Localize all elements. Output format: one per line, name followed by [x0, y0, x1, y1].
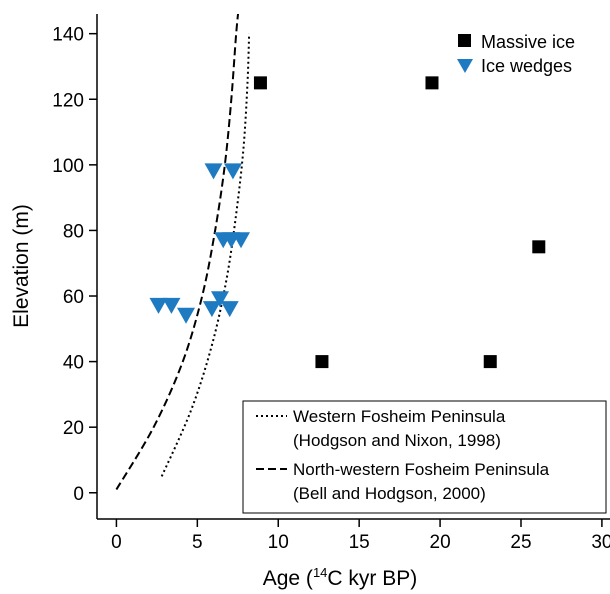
ice-wedge-point [177, 307, 196, 324]
x-tick-label: 25 [510, 532, 531, 553]
x-tick-label: 30 [591, 532, 610, 553]
y-tick-label: 20 [63, 418, 84, 439]
legend-northwestern-citation: (Bell and Hodgson, 2000) [293, 484, 486, 503]
legend-northwestern-label: North-western Fosheim Peninsula [293, 460, 550, 479]
legend-western-label: Western Fosheim Peninsula [293, 407, 506, 426]
ice-wedge-point [202, 301, 221, 318]
y-tick-label: 140 [52, 25, 84, 46]
y-tick-label: 0 [73, 484, 84, 505]
x-tick-label: 10 [268, 532, 289, 553]
ice-wedge-point [220, 301, 239, 318]
y-tick-label: 120 [52, 90, 84, 111]
curves-layer [115, 14, 251, 490]
massive-ice-point [483, 355, 497, 369]
curve-northwestern-fosheim [115, 14, 240, 490]
curve-western-fosheim [160, 33, 251, 477]
legend-bottom-frame [242, 400, 607, 514]
ice-wedge-point [204, 163, 223, 180]
y-tick-label: 80 [63, 221, 84, 242]
y-tick-label: 100 [52, 156, 84, 177]
legend-top: Massive ice Ice wedges [457, 32, 575, 76]
x-tick-label: 15 [349, 532, 370, 553]
ice-wedge-point [149, 297, 168, 314]
ice-wedge-point [232, 232, 251, 249]
x-axis-title-superscript: 14 [313, 565, 327, 580]
x-tick-label: 0 [111, 532, 122, 553]
legend-ice-wedges-swatch [457, 59, 473, 73]
x-tick-label: 20 [430, 532, 451, 553]
x-tick-label: 5 [192, 532, 203, 553]
massive-ice-point [425, 76, 439, 90]
axes-layer [96, 14, 610, 520]
legend-ice-wedges-label: Ice wedges [481, 56, 572, 76]
legend-bottom: Western Fosheim Peninsula (Hodgson and N… [242, 400, 607, 514]
ice-wedge-point [223, 163, 242, 180]
legend-massive-ice-label: Massive ice [481, 32, 575, 52]
x-axis-title: Age (14C kyr BP) [263, 565, 418, 590]
massive-ice-point [253, 76, 267, 90]
marks-layer [149, 76, 546, 369]
y-tick-label: 60 [63, 287, 84, 308]
ice-wedge-point [210, 291, 229, 308]
y-axis-title: Elevation (m) [10, 204, 33, 328]
ticks-layer: 0 5 10 15 20 25 30 0 20 40 60 80 100 120 140 [52, 25, 610, 553]
ice-wedge-point [162, 297, 181, 314]
legend-massive-ice-swatch [458, 34, 471, 47]
legend-western-citation: (Hodgson and Nixon, 1998) [293, 431, 501, 450]
y-tick-label: 40 [63, 353, 84, 374]
massive-ice-point [315, 355, 329, 369]
massive-ice-point [532, 240, 546, 254]
